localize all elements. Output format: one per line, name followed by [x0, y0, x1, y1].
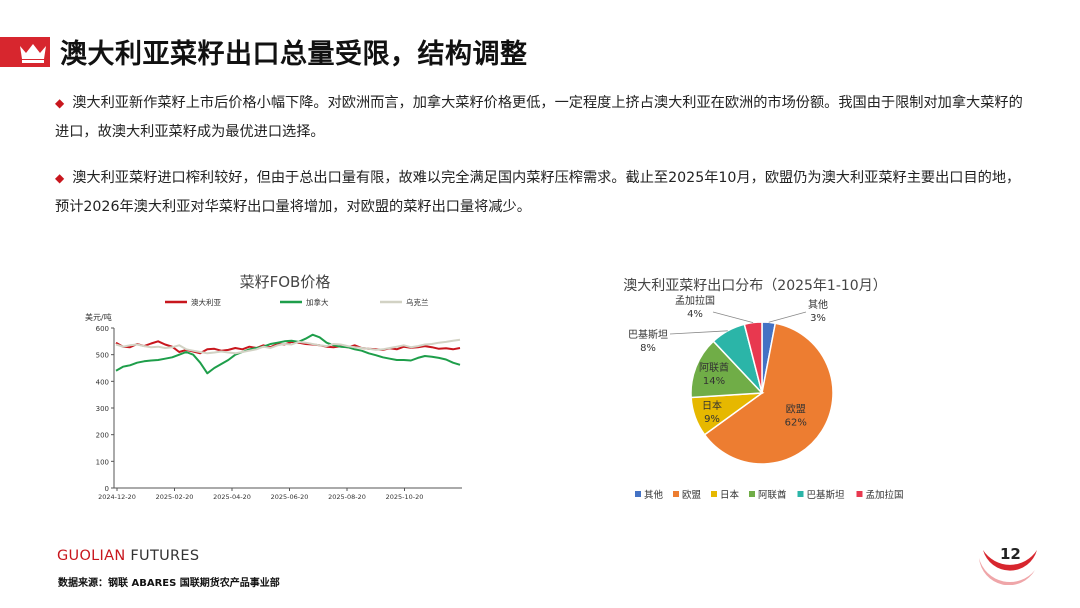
brand-suffix: FUTURES: [125, 548, 200, 564]
chart-legend: 其他 欧盟 日本 阿联酋 巴基斯坦 孟加拉国: [635, 489, 904, 501]
fob-price-chart: 菜籽FOB价格 澳大利亚 加拿大 乌克兰 美元/吨 0 100 200 300 400 500…: [85, 273, 462, 501]
x-tick-label: 2025-02-20: [156, 493, 194, 501]
legend-item: 欧盟: [673, 489, 702, 501]
chart-title: 菜籽FOB价格: [240, 273, 331, 291]
slice-percent: 9%: [704, 414, 720, 425]
legend-item: 加拿大: [280, 297, 329, 307]
leader-line: [669, 330, 728, 335]
x-tick-label: 2025-08-20: [328, 493, 366, 501]
footer-brand: GUOLIAN FUTURES: [57, 548, 199, 564]
slice-label: 巴基斯坦 8%: [628, 328, 668, 354]
slice-label: 日本 9%: [702, 399, 722, 425]
legend-swatch: [673, 491, 679, 497]
x-tick-label: 2024-12-20: [98, 493, 136, 501]
diamond-bullet-icon: ◆: [55, 96, 65, 110]
leader-line: [768, 311, 807, 323]
bullet-paragraph: ◆ 澳大利亚新作菜籽上市后价格小幅下降。对欧洲而言，加拿大菜籽价格更低，一定程度上…: [55, 89, 1030, 147]
legend-item: 乌克兰: [380, 297, 429, 307]
x-tick-label: 2025-04-20: [213, 493, 251, 501]
page-badge-arc-icon: [979, 550, 1037, 585]
legend-item: 其他: [635, 489, 664, 501]
data-source: 数据来源：钢联 ABARES 国联期货农产品事业部: [58, 578, 280, 589]
slice-category: 其他: [808, 298, 828, 311]
y-tick-label: 100: [96, 458, 109, 466]
legend-label: 其他: [644, 489, 664, 501]
legend-item: 日本: [711, 489, 740, 501]
slice-category: 阿联酋: [699, 361, 729, 374]
legend-item: 澳大利亚: [165, 297, 221, 307]
y-tick-label: 500: [96, 352, 109, 360]
slice-percent: 62%: [785, 417, 807, 428]
legend-label: 阿联酋: [758, 489, 787, 501]
export-distribution-chart: 澳大利亚菜籽出口分布（2025年1-10月） 其他 3% 欧盟 62% 日本 9% 阿联酋 1…: [623, 278, 904, 501]
slice-category: 欧盟: [786, 403, 806, 415]
chart-title: 澳大利亚菜籽出口分布（2025年1-10月）: [623, 278, 886, 294]
legend-label: 孟加拉国: [866, 489, 904, 501]
bullet-text: 澳大利亚新作菜籽上市后价格小幅下降。对欧洲而言，加拿大菜籽价格更低，一定程度上挤…: [55, 95, 1023, 140]
y-tick-label: 600: [96, 325, 109, 333]
legend-label: 欧盟: [682, 489, 702, 501]
pie-slice: [690, 340, 764, 399]
slice-label: 阿联酋 14%: [699, 361, 729, 387]
slice-category: 日本: [702, 399, 722, 412]
page-number: 12: [1000, 545, 1021, 563]
crown-icon: [20, 44, 46, 63]
legend-item: 孟加拉国: [856, 489, 904, 501]
legend-label: 日本: [720, 489, 740, 501]
legend-swatch: [711, 491, 717, 497]
legend-item: 阿联酋: [749, 489, 787, 501]
slice-label: 孟加拉国 4%: [675, 294, 715, 320]
y-tick-label: 400: [96, 378, 109, 386]
legend-item: 巴基斯坦: [797, 489, 846, 501]
slice-percent: 14%: [703, 376, 725, 387]
legend-swatch: [749, 491, 755, 497]
slice-percent: 3%: [810, 313, 826, 324]
slice-category: 孟加拉国: [675, 294, 715, 307]
y-tick-label: 200: [96, 432, 109, 440]
y-tick-label: 0: [105, 485, 109, 493]
bullet-paragraph: ◆ 澳大利亚菜籽进口榨利较好，但由于总出口量有限，故难以完全满足国内菜籽压榨需求。…: [55, 164, 1030, 222]
legend-swatch: [856, 491, 863, 497]
legend-label: 澳大利亚: [191, 297, 221, 307]
legend-swatch: [635, 491, 641, 497]
bullet-text: 澳大利亚菜籽进口榨利较好，但由于总出口量有限，故难以完全满足国内菜籽压榨需求。截…: [55, 170, 1021, 215]
diamond-bullet-icon: ◆: [55, 171, 65, 185]
y-tick-label: 300: [96, 405, 109, 413]
series-line: [115, 338, 461, 355]
legend-label: 乌克兰: [406, 297, 429, 307]
slice-label: 欧盟 62%: [785, 403, 807, 428]
slice-percent: 8%: [640, 343, 656, 354]
slice-category: 巴基斯坦: [628, 328, 668, 341]
legend-swatch: [797, 491, 804, 497]
slice-percent: 4%: [687, 309, 703, 320]
page-title: 澳大利亚菜籽出口总量受限，结构调整: [60, 39, 528, 70]
slice-label: 其他 3%: [808, 298, 828, 324]
x-tick-label: 2025-10-20: [386, 493, 424, 501]
y-axis-label: 美元/吨: [85, 312, 112, 322]
leader-line: [712, 311, 754, 323]
chart-legend: 澳大利亚 加拿大 乌克兰: [165, 297, 429, 307]
series-line: [115, 333, 461, 375]
pie-slice: [703, 322, 834, 465]
legend-label: 加拿大: [306, 297, 329, 307]
legend-label: 巴基斯坦: [807, 489, 846, 501]
brand-name: GUOLIAN: [57, 548, 126, 564]
x-tick-label: 2025-06-20: [271, 493, 309, 501]
